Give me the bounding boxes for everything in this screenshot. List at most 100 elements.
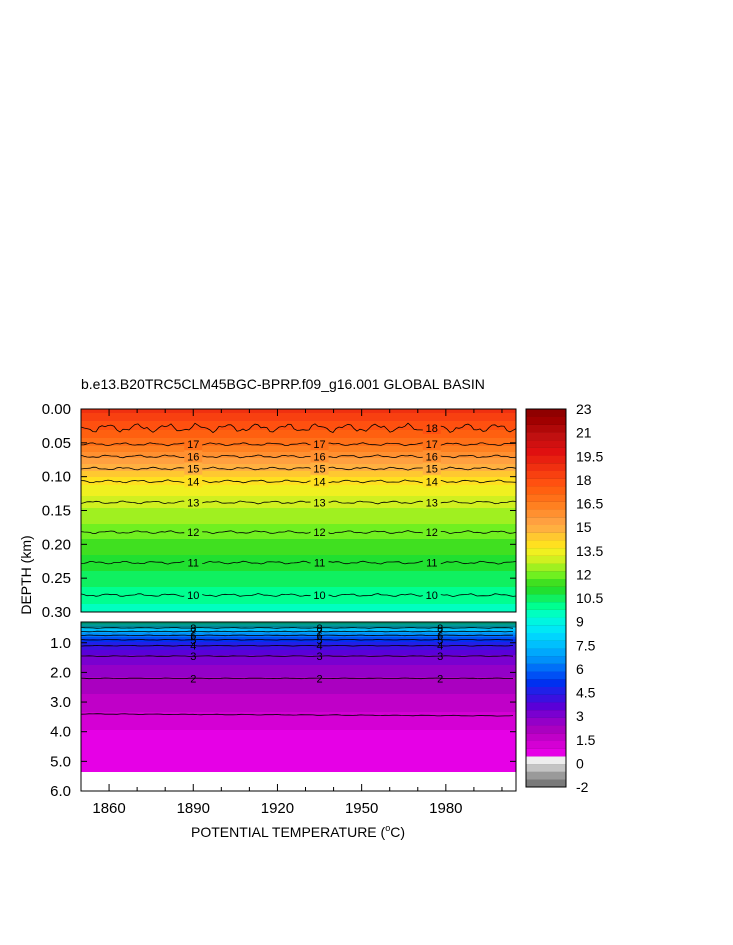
chart-title: b.e13.B20TRC5CLM45BGC-BPRP.f09_g16.001 G… <box>81 376 485 392</box>
temperature-band <box>81 706 516 708</box>
colorbar-swatch <box>526 478 566 487</box>
temperature-band <box>81 660 516 662</box>
temperature-band <box>81 533 516 535</box>
temperature-band <box>81 684 516 686</box>
temperature-band <box>81 641 516 643</box>
contour-label-bg <box>310 526 329 539</box>
temperature-band <box>81 596 516 598</box>
temperature-band <box>81 594 516 596</box>
temperature-band <box>81 453 516 455</box>
temperature-band <box>81 509 516 511</box>
temperature-band <box>81 461 516 463</box>
contour-label: 11 <box>314 558 325 570</box>
temperature-band <box>81 573 516 575</box>
temperature-band <box>81 516 516 518</box>
contour-line-5 <box>81 638 514 641</box>
temperature-band <box>81 454 516 456</box>
temperature-band <box>81 598 516 600</box>
contour-label-bg <box>310 475 329 488</box>
colorbar-swatch <box>526 578 566 587</box>
colorbar-swatch <box>526 416 566 425</box>
no-data-band <box>81 783 516 785</box>
temperature-band <box>81 425 516 427</box>
temperature-band <box>81 465 516 467</box>
temperature-band <box>81 602 516 604</box>
temperature-band <box>81 423 516 425</box>
temperature-band <box>81 679 516 681</box>
contour-label: 16 <box>313 451 325 463</box>
contour-label-bg <box>310 496 329 509</box>
temperature-band <box>81 707 516 709</box>
temperature-band <box>81 739 516 741</box>
temperature-band <box>81 507 516 509</box>
contour-label-bg <box>184 496 203 509</box>
temperature-band <box>81 566 516 568</box>
temperature-band <box>81 459 516 461</box>
temperature-band <box>81 692 516 694</box>
no-data-band <box>81 773 516 775</box>
temperature-band <box>81 682 516 684</box>
contour-label: 13 <box>313 497 325 509</box>
temperature-band <box>81 685 516 687</box>
contour-label: 10 <box>187 590 199 602</box>
temperature-band <box>81 744 516 746</box>
temperature-band <box>81 451 516 453</box>
y-tick-label: 0.00 <box>42 401 71 418</box>
temperature-band <box>81 724 516 726</box>
temperature-band <box>81 544 516 546</box>
temperature-band <box>81 458 516 460</box>
contour-label: 17 <box>313 439 325 451</box>
temperature-band <box>81 480 516 482</box>
contour-line-14 <box>81 479 516 484</box>
temperature-band <box>81 657 516 659</box>
no-data-band <box>81 775 516 777</box>
temperature-band <box>81 531 516 533</box>
temperature-band <box>81 433 516 435</box>
temperature-band <box>81 448 516 450</box>
temperature-band <box>81 497 516 499</box>
x-tick-label: 1950 <box>345 800 378 817</box>
y-tick-label: 0.20 <box>42 536 71 553</box>
contour-line-16 <box>81 454 516 459</box>
no-data-band <box>81 772 516 774</box>
temperature-band <box>81 758 516 760</box>
temperature-band <box>81 434 516 436</box>
temperature-band <box>81 759 516 761</box>
temperature-band <box>81 552 516 554</box>
contour-label: 15 <box>426 464 438 476</box>
temperature-band <box>81 711 516 713</box>
temperature-band <box>81 721 516 723</box>
temperature-band <box>81 630 516 632</box>
temperature-band <box>81 761 516 763</box>
contour-label-bg <box>422 438 441 451</box>
temperature-band <box>81 593 516 595</box>
temperature-band <box>81 606 516 608</box>
colorbar-swatch <box>526 632 566 641</box>
contour-label: 7 <box>190 626 196 638</box>
temperature-band <box>81 450 516 452</box>
contour-label-bg <box>422 556 441 569</box>
temperature-band <box>81 742 516 744</box>
no-data-band <box>81 782 516 784</box>
temperature-band <box>81 413 516 415</box>
colorbar-label: 3 <box>576 708 584 724</box>
no-data-band <box>81 789 516 791</box>
temperature-band <box>81 436 516 438</box>
temperature-band <box>81 449 516 451</box>
colorbar-swatch <box>526 709 566 718</box>
temperature-band <box>81 530 516 532</box>
contour-label-bg <box>184 462 203 475</box>
colorbar-swatch <box>526 655 566 664</box>
temperature-band <box>81 752 516 754</box>
temperature-band <box>81 417 516 419</box>
temperature-band <box>81 486 516 488</box>
contour-label-bg <box>310 438 329 451</box>
colorbar-swatch <box>526 771 566 780</box>
temperature-band <box>81 537 516 539</box>
temperature-band <box>81 769 516 771</box>
y-tick-label: 1.0 <box>50 635 71 652</box>
temperature-band <box>81 484 516 486</box>
colorbar: 23 21 19.5 18 16.5 15 13.5 12 10.5 9 7.5 6 4.5 3 1.5 0 -… <box>525 401 603 795</box>
temperature-band <box>81 710 516 712</box>
contour-label-bg <box>184 450 203 463</box>
